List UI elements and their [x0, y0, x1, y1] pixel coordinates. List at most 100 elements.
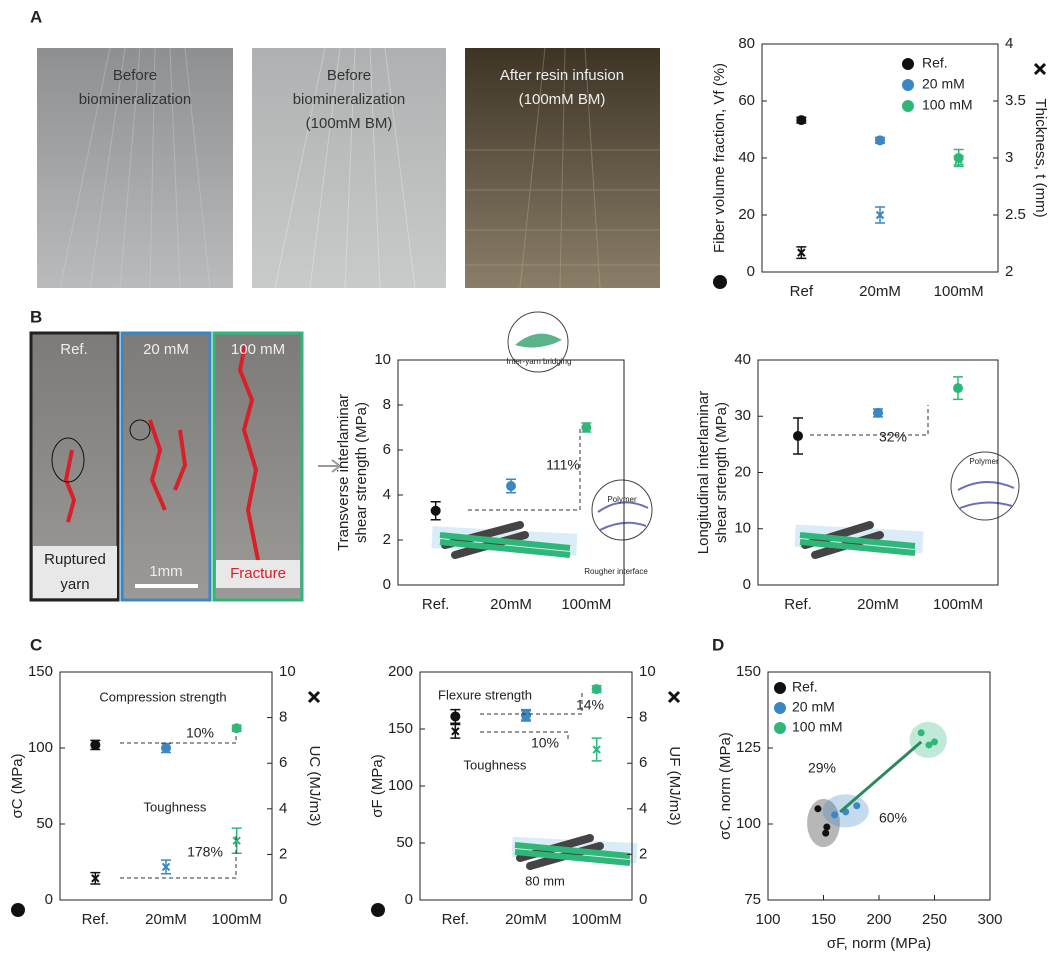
y-tick-label: 80: [738, 35, 755, 52]
fracture-path: [63, 344, 260, 561]
insets: [431, 311, 1020, 870]
y-axis-label: Fiber volume fraction, Vf (%): [711, 63, 728, 253]
photo-text: (100mM BM): [306, 115, 393, 132]
x-tick-label: 100: [755, 911, 780, 928]
y-tick-label: 30: [734, 407, 751, 424]
y2-tick-label: 4: [639, 800, 647, 817]
y2-tick-label: 2: [279, 845, 287, 862]
y-tick-label: 100: [28, 739, 53, 756]
y2-tick-label: 0: [279, 891, 287, 908]
guide-line: [468, 428, 581, 511]
y-tick-label: 4: [383, 486, 391, 503]
y2-tick-label: 2: [1005, 263, 1013, 280]
panel-label: D: [712, 635, 724, 654]
x-tick-label: Ref.: [784, 596, 812, 613]
annotation: 32%: [879, 429, 907, 445]
circle-marker: [581, 422, 592, 433]
y2-tick-label: 10: [639, 663, 656, 680]
y2-tick-label: 8: [279, 709, 287, 726]
circle-marker: [953, 153, 964, 163]
axis-symbol: [307, 690, 321, 704]
y-axis-label: σF (MPa): [369, 754, 386, 817]
x-tick-label: 20mM: [859, 283, 901, 300]
legend-label: 100 mM: [922, 97, 973, 113]
x-tick-label: 100mM: [934, 283, 984, 300]
photo-text: biomineralization: [293, 91, 406, 108]
y-tick-label: 6: [383, 441, 391, 458]
photo-text: Before: [113, 67, 157, 84]
highlight: [129, 419, 151, 441]
legend-marker: [774, 722, 786, 734]
y-axis-label: shear strength (MPa): [353, 402, 370, 543]
y2-tick-label: 2.5: [1005, 206, 1026, 223]
annotation: Compression strength: [99, 689, 226, 704]
legend-label: 100 mM: [792, 719, 843, 735]
circle-marker: [591, 684, 602, 695]
legend-marker: [774, 702, 786, 714]
annotation: Flexure strength: [438, 687, 532, 702]
photo-text: Before: [327, 67, 371, 84]
y-tick-label: 100: [736, 815, 761, 832]
y2-tick-label: 4: [279, 800, 287, 817]
x-tick-label: 20mM: [505, 911, 547, 928]
annotation: 14%: [576, 697, 604, 713]
x-tick-label: 100mM: [933, 596, 983, 613]
annotation: 111%: [546, 457, 580, 473]
cross-marker: [592, 745, 601, 754]
annotation: Inter-yarn bridging: [507, 357, 572, 366]
photo-caption: Ruptured: [44, 551, 106, 568]
y-axis-label: σC, norm (MPa): [717, 732, 734, 840]
photo-label: Ref.: [60, 341, 88, 358]
axis-symbol: [11, 903, 25, 917]
cross-marker: [451, 727, 460, 736]
photo: [37, 48, 233, 288]
y-tick-label: 40: [738, 149, 755, 166]
circle-marker: [90, 739, 101, 750]
panel-label: A: [30, 7, 42, 26]
annotation: 60%: [879, 810, 907, 826]
x-tick-label: Ref.: [82, 911, 110, 928]
y2-tick-label: 8: [639, 709, 647, 726]
y-tick-label: 0: [383, 576, 391, 593]
y-tick-label: 0: [747, 263, 755, 280]
x-tick-label: 20mM: [490, 596, 532, 613]
circle-marker: [231, 723, 242, 734]
y-tick-label: 8: [383, 396, 391, 413]
annotation: 29%: [808, 760, 836, 776]
circle-marker: [796, 115, 807, 126]
photo: [120, 331, 212, 602]
y2-tick-label: 6: [279, 754, 287, 771]
y-tick-label: 20: [738, 206, 755, 223]
y-tick-label: 200: [388, 663, 413, 680]
y2-tick-label: 2: [639, 845, 647, 862]
circle-marker: [161, 743, 171, 753]
circle-marker: [521, 710, 531, 721]
caption-box: [33, 546, 117, 598]
y-tick-label: 2: [383, 531, 391, 548]
photo-texture: [59, 47, 660, 289]
circle-marker: [430, 505, 441, 516]
legend-label: Ref.: [792, 679, 818, 695]
annotation: Toughness: [464, 757, 527, 772]
x-tick-label: Ref: [790, 283, 814, 300]
y-tick-label: 150: [28, 663, 53, 680]
x-tick-label: 200: [866, 911, 891, 928]
plot-frame: [397, 359, 625, 586]
annotation: Polymer: [607, 495, 637, 504]
x-tick-label: 250: [922, 911, 947, 928]
y2-tick-label: 3: [1005, 149, 1013, 166]
x-tick-label: 100mM: [572, 911, 622, 928]
x-tick-label: Ref.: [422, 596, 450, 613]
y-tick-label: 50: [36, 815, 53, 832]
y-tick-label: 50: [396, 834, 413, 851]
y-axis-label: σC (MPa): [9, 753, 26, 818]
plot-frame: [59, 671, 273, 901]
legend-label: 20 mM: [792, 699, 835, 715]
legend-marker: [774, 682, 786, 694]
annotation: Rougher interface: [584, 567, 648, 576]
photo-caption: 1mm: [149, 563, 182, 580]
axis-symbol: [713, 275, 727, 289]
guide-line: [120, 733, 237, 744]
scatter-point: [931, 738, 938, 746]
cross-marker: [875, 210, 885, 220]
